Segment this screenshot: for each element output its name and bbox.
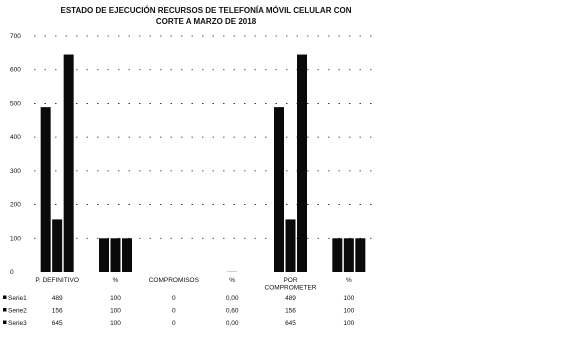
table-cell: 100: [343, 320, 354, 327]
table-cell: 0: [172, 308, 176, 315]
bar-serie1-0: [40, 107, 51, 272]
y-tick-label: 200: [10, 202, 21, 209]
legend-key-serie3: [3, 320, 7, 324]
bar-serie2-5: [343, 238, 354, 272]
table-cell: 489: [285, 295, 296, 302]
y-axis: 0 100 200 300 400 500 600 700: [10, 33, 21, 276]
y-tick-label: 400: [10, 134, 21, 141]
table-cell: 100: [110, 308, 121, 315]
x-axis: P. DEFINITIVO% COMPROMISOS% PORCOMPROMETER…: [35, 277, 352, 292]
table-cell: 645: [285, 320, 296, 327]
bar-serie3-0: [63, 54, 74, 272]
x-category-label: COMPROMISOS: [149, 277, 200, 284]
table-cell: 156: [52, 308, 63, 315]
y-tick-label: 600: [10, 67, 21, 74]
bar-serie3-4: [297, 54, 307, 272]
bar-serie1-4: [274, 107, 284, 272]
bar-serie2-1: [110, 238, 121, 272]
y-tick-label: 700: [10, 33, 21, 40]
table-cell: 156: [285, 308, 296, 315]
y-tick-label: 500: [10, 100, 21, 107]
chart-title-line-1: ESTADO DE EJECUCIÓN RECURSOS DE TELEFONÍ…: [61, 6, 352, 15]
table-cell: 100: [343, 308, 354, 315]
x-category-label: %: [113, 277, 119, 284]
bars: [40, 54, 366, 272]
bar-serie3-1: [122, 238, 132, 272]
legend-label: Serie3: [8, 320, 27, 327]
bar-serie1-1: [99, 238, 109, 272]
y-tick-label: 300: [10, 168, 21, 175]
x-category-label: %: [346, 277, 352, 284]
bar-serie1-5: [332, 238, 343, 272]
y-tick-label: 100: [10, 235, 21, 242]
bar-serie3-5: [355, 238, 366, 272]
bar-serie2-4: [285, 219, 296, 272]
table-cell: 100: [343, 295, 354, 302]
legend-key-serie2: [3, 308, 7, 312]
table-cell: 0: [172, 295, 176, 302]
table-cell: 645: [52, 320, 63, 327]
legend-label: Serie1: [8, 295, 27, 302]
x-category-label: POR: [283, 277, 297, 284]
table-cell: 489: [52, 295, 63, 302]
legend-label: Serie2: [8, 308, 27, 315]
x-category-label: %: [229, 277, 235, 284]
data-table: Serie1 489 100 0 0,00 489 100 Serie2 156 100 0 0,60…: [3, 295, 355, 327]
table-cell: 0: [172, 320, 176, 327]
x-category-label: P. DEFINITIVO: [35, 277, 79, 284]
gridlines: [34, 35, 378, 239]
x-category-label: COMPROMETER: [265, 285, 317, 292]
bar-serie2-0: [52, 219, 63, 272]
y-tick-label: 0: [10, 269, 14, 276]
table-cell: 100: [110, 295, 121, 302]
legend-key-serie1: [3, 295, 7, 299]
table-cell: 0,00: [226, 295, 239, 302]
table-cell: 100: [110, 320, 121, 327]
table-cell: 0,00: [226, 320, 239, 327]
chart-title-line-2: CORTE A MARZO DE 2018: [156, 17, 257, 26]
table-cell: 0,60: [226, 308, 239, 315]
